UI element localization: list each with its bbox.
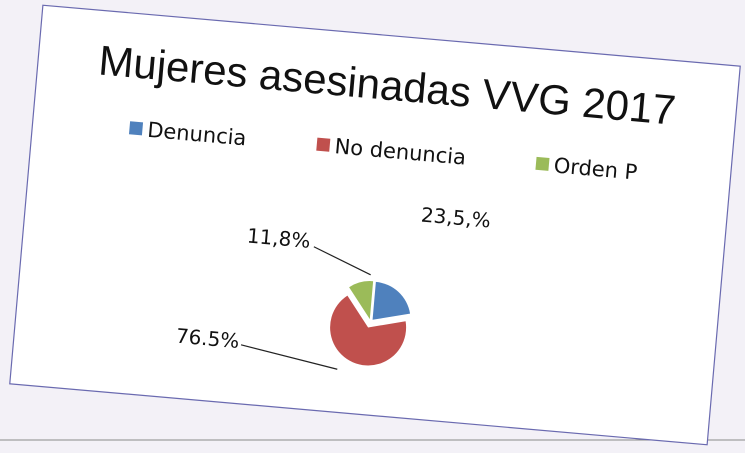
legend-swatch bbox=[316, 137, 331, 152]
legend-swatch bbox=[128, 121, 144, 136]
data-label: 76.5% bbox=[175, 324, 240, 353]
legend-swatch bbox=[535, 156, 550, 171]
leader-line bbox=[240, 344, 338, 370]
pie-slice bbox=[330, 295, 407, 366]
slide-frame bbox=[9, 4, 741, 446]
leader-line bbox=[313, 246, 371, 276]
data-label: 11,8% bbox=[246, 223, 311, 252]
pie-slice bbox=[372, 281, 411, 320]
pie-slice bbox=[349, 281, 374, 320]
